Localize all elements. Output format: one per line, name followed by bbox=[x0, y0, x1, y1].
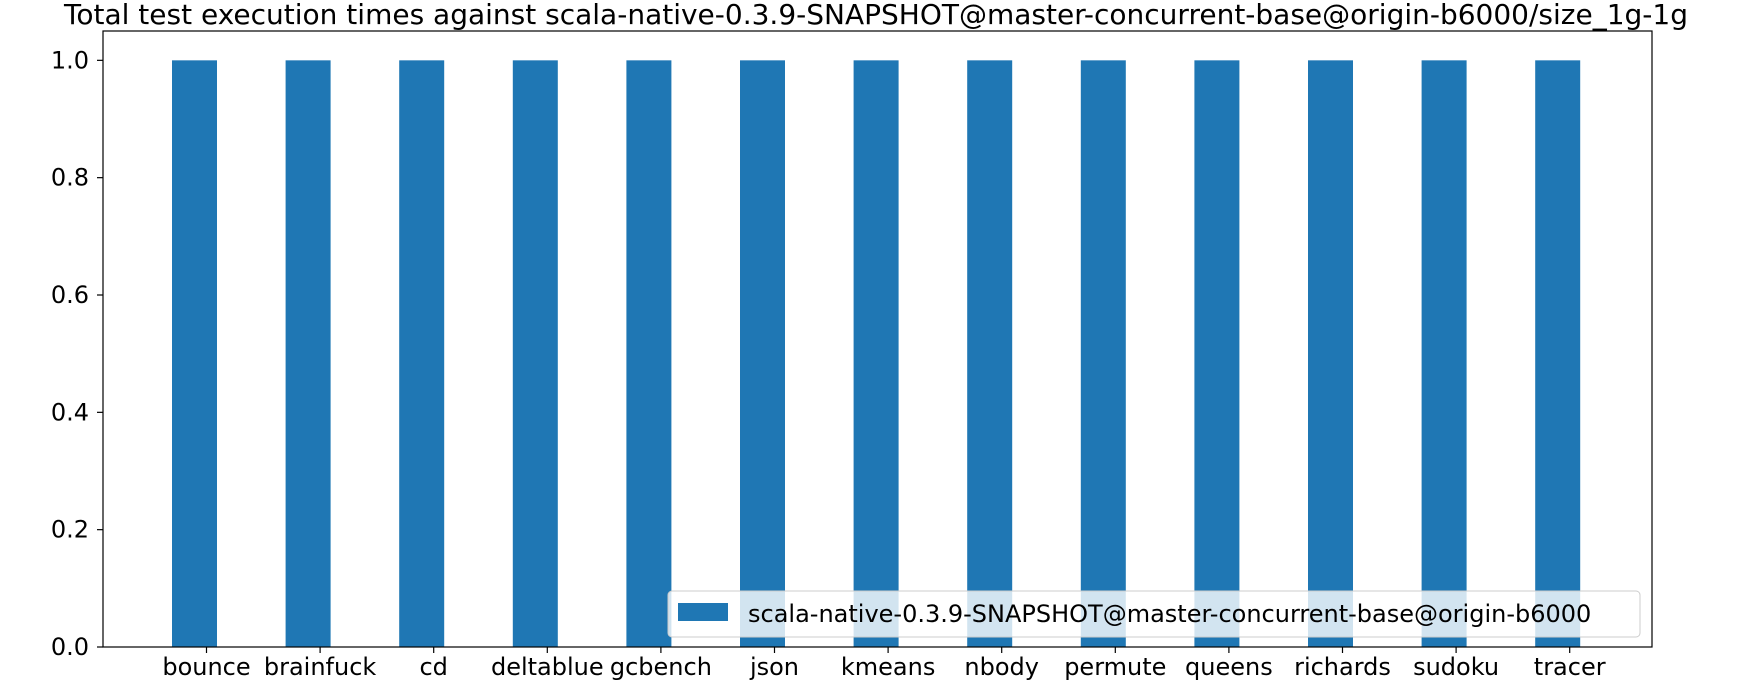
bar-kmeans bbox=[853, 60, 899, 648]
y-tick-label: 0.4 bbox=[51, 398, 89, 426]
bar-queens bbox=[1194, 60, 1240, 648]
x-tick-label-queens: queens bbox=[1185, 653, 1273, 681]
bar-json bbox=[740, 60, 785, 648]
legend: scala-native-0.3.9-SNAPSHOT@master-concu… bbox=[667, 590, 1641, 638]
bars-layer bbox=[172, 60, 1581, 648]
bar-brainfuck bbox=[285, 60, 331, 648]
bar-tracer bbox=[1535, 60, 1581, 648]
y-tick-label: 1.0 bbox=[51, 46, 89, 74]
bar-cd bbox=[399, 60, 445, 648]
y-axis: 0.0 0.2 0.4 0.6 0.8 1.0 bbox=[51, 46, 103, 661]
x-tick-label-brainfuck: brainfuck bbox=[264, 653, 377, 681]
axes-frame bbox=[102, 30, 1653, 648]
bar-richards bbox=[1308, 60, 1353, 648]
bar-nbody bbox=[967, 60, 1013, 648]
y-tick-label: 0.8 bbox=[51, 164, 89, 192]
bar-permute bbox=[1080, 60, 1126, 648]
bar-deltablue bbox=[512, 60, 558, 648]
x-tick-label-permute: permute bbox=[1064, 653, 1166, 681]
x-tick-label-json: json bbox=[749, 653, 799, 681]
x-tick-label-kmeans: kmeans bbox=[841, 653, 935, 681]
legend-box bbox=[667, 590, 1641, 638]
bar-gcbench bbox=[626, 60, 672, 648]
x-axis: bounce brainfuck cd deltablue gcbench json kme… bbox=[162, 647, 1606, 681]
legend-swatch bbox=[678, 603, 728, 621]
y-tick-label: 0.6 bbox=[51, 281, 89, 309]
legend-entry-label: scala-native-0.3.9-SNAPSHOT@master-concu… bbox=[748, 600, 1591, 628]
x-tick-label-sudoku: sudoku bbox=[1413, 653, 1499, 681]
bar-sudoku bbox=[1421, 60, 1467, 648]
chart-title: Total test execution times against scala… bbox=[63, 0, 1688, 31]
x-tick-label-gcbench: gcbench bbox=[610, 653, 712, 681]
x-tick-label-nbody: nbody bbox=[964, 653, 1039, 681]
y-tick-label: 0.2 bbox=[51, 516, 89, 544]
x-tick-label-richards: richards bbox=[1294, 653, 1391, 681]
y-tick-label: 0.0 bbox=[51, 633, 89, 661]
x-tick-label-bounce: bounce bbox=[162, 653, 250, 681]
x-tick-label-tracer: tracer bbox=[1534, 653, 1606, 681]
bar-bounce bbox=[172, 60, 217, 648]
x-tick-label-deltablue: deltablue bbox=[491, 653, 604, 681]
x-tick-label-cd: cd bbox=[419, 653, 447, 681]
